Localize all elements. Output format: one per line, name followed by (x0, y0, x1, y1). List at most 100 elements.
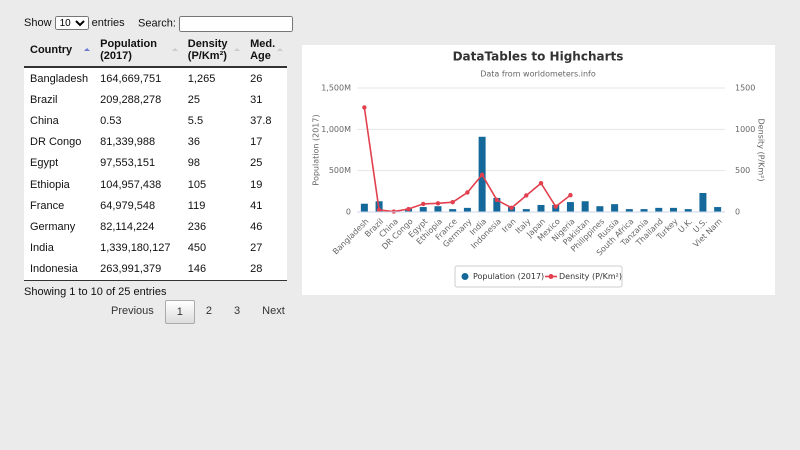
table-cell: 36 (181, 131, 245, 153)
table-cell: Germany (24, 216, 95, 238)
table-cell: France (24, 195, 95, 217)
table-cell: 450 (181, 237, 245, 259)
table-cell: 164,669,751 (94, 67, 182, 90)
line-point (509, 205, 514, 211)
bar (434, 206, 442, 212)
table-cell: Bangladesh (24, 67, 95, 90)
table-row: Ethiopia 104,957,438 105 19 (24, 173, 287, 196)
pagination: Previous 1 2 3 Next (100, 300, 296, 324)
legend-symbol (548, 274, 554, 279)
table-cell: 1,265 (181, 67, 245, 90)
table-cell: 37.8 (244, 110, 287, 132)
table-cell: Indonesia (24, 258, 95, 281)
page-button[interactable]: 2 (205, 305, 213, 317)
table-cell: Egypt (24, 152, 95, 174)
table-cell: 31 (244, 89, 287, 111)
bar (463, 207, 471, 212)
search-control: Search: (138, 16, 293, 32)
table-cell: 28 (244, 258, 287, 281)
label: entries (91, 17, 125, 29)
table-cell: 236 (181, 216, 245, 238)
bar (669, 207, 677, 212)
table-cell: 25 (244, 152, 287, 174)
table-row: Germany 82,114,224 236 46 (24, 216, 287, 238)
label: Show (24, 17, 52, 29)
table-cell: Ethiopia (24, 173, 95, 196)
line-point (450, 199, 455, 205)
bar (655, 207, 663, 212)
table-row: Egypt 97,553,151 98 25 (24, 152, 287, 174)
bar (596, 206, 604, 212)
bar (493, 197, 501, 212)
table-cell: DR Congo (24, 131, 95, 153)
y-axis-title: Population (2017) (312, 114, 321, 185)
table-row: India 1,339,180,127 450 27 (24, 237, 287, 259)
line-point (568, 192, 573, 198)
table-cell: 82,114,224 (94, 216, 182, 238)
table-cell: 98 (181, 152, 245, 174)
table-row: DR Congo 81,339,988 36 17 (24, 131, 287, 153)
legend-box (454, 265, 623, 288)
bar (419, 207, 427, 212)
label: Search: (138, 17, 176, 30)
bar (699, 192, 707, 212)
y-tick-label: 500M (329, 166, 351, 175)
line-point (553, 204, 558, 209)
table-cell: 5.5 (181, 110, 245, 132)
y-tick-label: 0 (346, 208, 351, 217)
line-point (524, 193, 529, 198)
bar (611, 204, 619, 212)
table-cell: 25 (181, 89, 245, 111)
next-button[interactable]: Next (262, 305, 285, 317)
table-info: Showing 1 to 10 of 25 entries (24, 286, 167, 298)
table-cell: 64,979,548 (94, 195, 182, 217)
table-cell: 209,288,278 (94, 89, 182, 111)
page-button[interactable]: 3 (234, 305, 241, 317)
column-header[interactable]: Med. Age (244, 33, 287, 68)
table-row: Indonesia 263,991,379 146 28 (24, 258, 287, 281)
bar (449, 209, 457, 212)
previous-button[interactable]: Previous (111, 305, 154, 317)
column-header[interactable]: Country (24, 33, 95, 68)
data-table: Country Population (2017) Density (P/Km²) M… (24, 33, 287, 281)
bar (581, 201, 589, 212)
line-point (435, 201, 441, 206)
legend-label[interactable]: Population (2017) (473, 272, 544, 281)
table-cell: 0.53 (94, 110, 182, 132)
table-cell: 81,339,988 (94, 131, 182, 153)
bar (714, 207, 722, 212)
column-header[interactable]: Population (2017) (94, 33, 182, 68)
table-cell: 41 (244, 195, 287, 217)
y2-tick-label: 1000 (735, 125, 755, 134)
table-cell: 26 (244, 67, 287, 90)
line-point (406, 206, 411, 212)
table-row: China 0.53 5.5 37.8 (24, 110, 287, 132)
line-point (538, 181, 544, 186)
line-point (421, 201, 426, 207)
table-cell: India (24, 237, 95, 259)
legend-symbol (461, 273, 469, 280)
legend-label[interactable]: Density (P/Km²) (559, 272, 622, 281)
table-cell: 27 (244, 237, 287, 259)
page-button[interactable]: 1 (164, 300, 195, 324)
bar (537, 204, 545, 212)
line-point (362, 105, 367, 110)
y2-tick-label: 1500 (735, 84, 755, 93)
bar (625, 209, 633, 212)
bar (640, 209, 648, 212)
table-cell: 17 (244, 131, 287, 153)
entries-select[interactable]: 10 (54, 16, 89, 30)
table-cell: Brazil (24, 89, 95, 111)
search-input[interactable] (178, 16, 293, 32)
bar (360, 203, 368, 212)
table-cell: 119 (181, 195, 245, 217)
line-point (479, 172, 485, 177)
length-control: Show 10 entries (24, 16, 125, 30)
table-cell: 97,553,151 (94, 152, 182, 174)
y2-tick-label: 0 (735, 208, 740, 217)
table-cell: 104,957,438 (94, 173, 182, 196)
chart: DataTables to Highcharts Data from world… (302, 45, 775, 295)
table-cell: 19 (244, 173, 287, 196)
column-header[interactable]: Density (P/Km²) (181, 33, 245, 68)
